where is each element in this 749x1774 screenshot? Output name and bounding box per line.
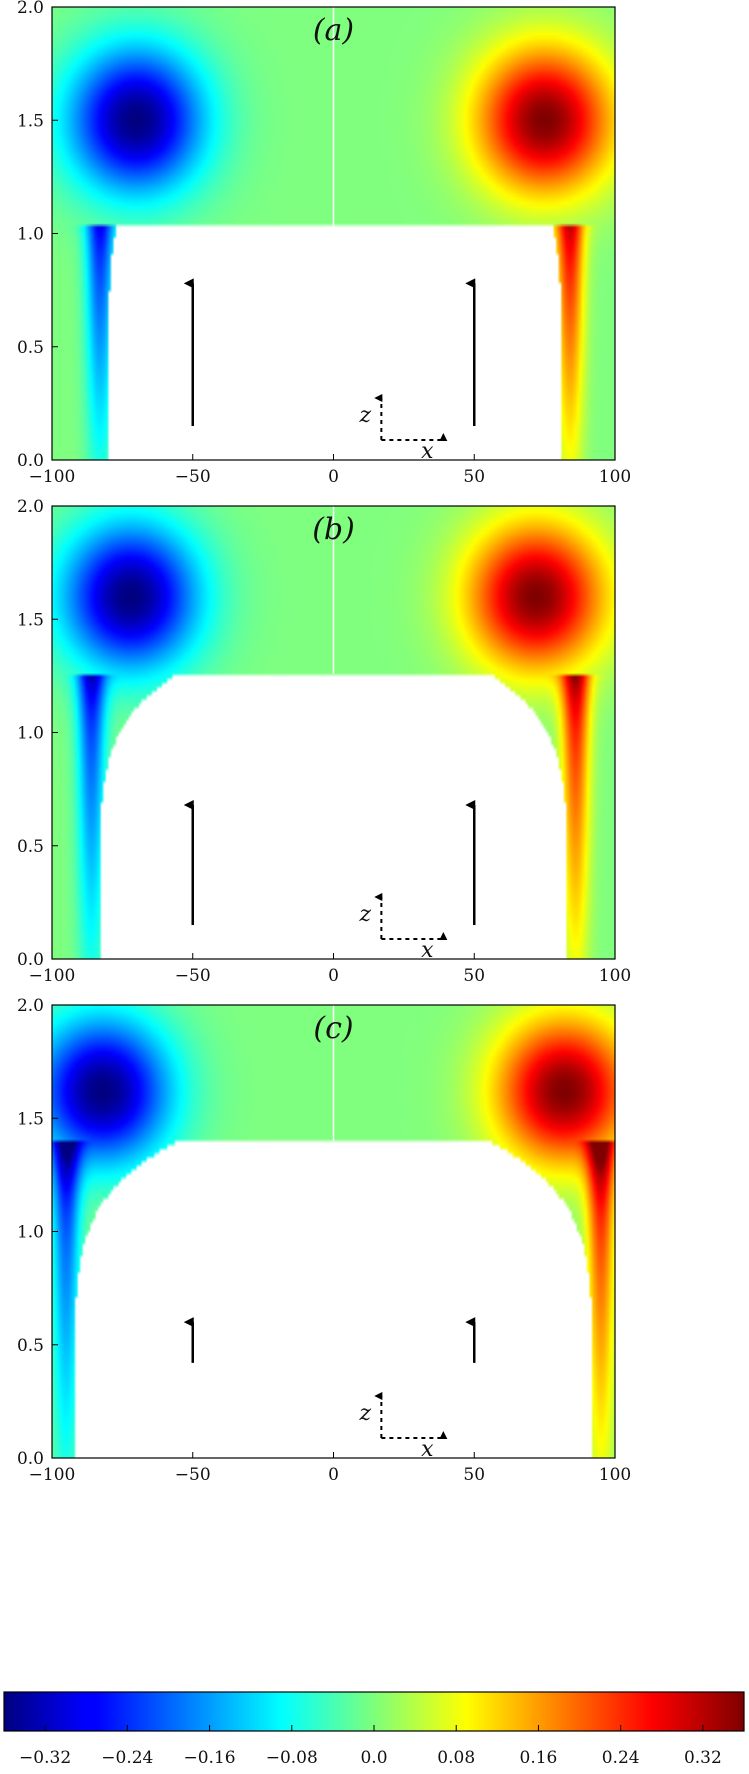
y-tick-label: 0.0 bbox=[17, 1449, 44, 1469]
colorbar-ticks: −0.32 −0.24 −0.16 −0.08 0.0 0.08 0.16 0.24 0.32 bbox=[19, 1725, 722, 1768]
colorbar-gradient bbox=[3, 1691, 745, 1732]
axes-indicator: zx bbox=[359, 893, 448, 963]
x-tick-label: −100 bbox=[29, 467, 76, 487]
axes-indicator: zx bbox=[359, 394, 448, 464]
colorbar-tick-label: −0.08 bbox=[266, 1748, 318, 1768]
z-axis-letter: z bbox=[359, 902, 372, 927]
panel-label: (c) bbox=[313, 1011, 353, 1046]
x-tick-label: 0 bbox=[328, 1465, 339, 1485]
y-tick-label: 1.0 bbox=[17, 724, 44, 744]
y-tick-label: 0.0 bbox=[17, 451, 44, 471]
colorbar-tick-label: −0.24 bbox=[101, 1748, 153, 1768]
x-axis-letter: x bbox=[421, 938, 434, 963]
axes-indicator: zx bbox=[359, 1392, 448, 1462]
x-tick-label: −50 bbox=[175, 966, 211, 986]
y-tick-label: 2.0 bbox=[17, 0, 44, 18]
x-tick-label: 100 bbox=[599, 467, 631, 487]
x-tick-label: 50 bbox=[463, 1465, 485, 1485]
colorbar-tick-label: −0.16 bbox=[184, 1748, 236, 1768]
y-tick-label: 1.5 bbox=[17, 111, 44, 131]
y-tick-label: 1.5 bbox=[17, 1109, 44, 1129]
colorbar-tick-label: −0.32 bbox=[19, 1748, 71, 1768]
z-axis-letter: z bbox=[359, 403, 372, 428]
y-tick-label: 2.0 bbox=[17, 497, 44, 517]
x-tick-label: 100 bbox=[599, 966, 631, 986]
x-axis-letter: x bbox=[421, 1437, 434, 1462]
x-tick-label: −100 bbox=[29, 1465, 76, 1485]
x-tick-label: 0 bbox=[328, 966, 339, 986]
y-tick-label: 2.0 bbox=[17, 996, 44, 1016]
y-tick-label: 0.5 bbox=[17, 338, 44, 358]
panel-a: 0.00.51.01.52.0−100 −50 0 50 100(a)zx bbox=[17, 0, 631, 487]
x-tick-label: 50 bbox=[463, 467, 485, 487]
y-tick-label: 0.0 bbox=[17, 950, 44, 970]
colorbar-tick-label: 0.24 bbox=[602, 1748, 640, 1768]
y-tick-label: 1.0 bbox=[17, 225, 44, 245]
x-tick-label: −100 bbox=[29, 966, 76, 986]
x-tick-label: −50 bbox=[175, 467, 211, 487]
y-tick-label: 0.5 bbox=[17, 1336, 44, 1356]
y-tick-label: 1.5 bbox=[17, 610, 44, 630]
panel-b: 0.00.51.01.52.0−100 −50 0 50 100(b)zx bbox=[17, 497, 631, 986]
x-tick-label: 50 bbox=[463, 966, 485, 986]
panel-label: (a) bbox=[313, 13, 354, 48]
colorbar-tick-label: 0.32 bbox=[684, 1748, 722, 1768]
z-axis-letter: z bbox=[359, 1401, 372, 1426]
panel-c: 0.00.51.01.52.0−100 −50 0 50 100(c)zx bbox=[17, 996, 631, 1485]
x-axis-letter: x bbox=[421, 439, 434, 464]
x-tick-label: −50 bbox=[175, 1465, 211, 1485]
colorbar-tick-label: 0.0 bbox=[360, 1748, 387, 1768]
x-tick-label: 0 bbox=[328, 467, 339, 487]
x-tick-label: 100 bbox=[599, 1465, 631, 1485]
panel-label: (b) bbox=[312, 512, 355, 547]
colorbar-tick-label: 0.16 bbox=[520, 1748, 558, 1768]
y-tick-label: 1.0 bbox=[17, 1223, 44, 1243]
colorbar-tick-label: 0.08 bbox=[437, 1748, 475, 1768]
y-tick-label: 0.5 bbox=[17, 837, 44, 857]
colorbar: −0.32 −0.24 −0.16 −0.08 0.0 0.08 0.16 0.24 0.32 bbox=[3, 1691, 745, 1768]
